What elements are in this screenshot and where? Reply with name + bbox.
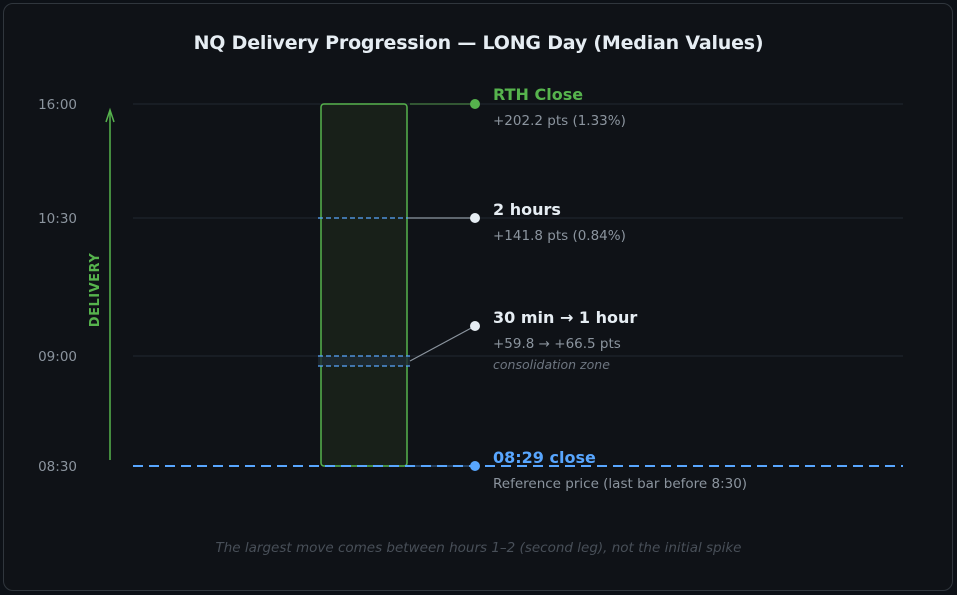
rth-close-sub: +202.2 pts (1.33%) <box>493 113 626 129</box>
delivery-arrow-icon <box>105 107 115 460</box>
y-tick-0900: 09:00 <box>38 349 77 365</box>
chart-title: NQ Delivery Progression — LONG Day (Medi… <box>193 32 764 54</box>
delivery-axis-label: DELIVERY <box>88 253 103 328</box>
consolidation-note: consolidation zone <box>493 357 610 372</box>
y-tick-0830: 08:30 <box>38 459 77 475</box>
thirty-min-connector <box>409 325 476 362</box>
gridlines <box>133 103 903 357</box>
thirty-min-sub: +59.8 → +66.5 pts <box>493 336 621 352</box>
two-hours-sub: +141.8 pts (0.84%) <box>493 228 626 244</box>
y-tick-1600: 16:00 <box>38 97 77 113</box>
thirty-min-marker <box>470 321 480 331</box>
rth-close-marker <box>470 99 480 109</box>
rth-close-title: RTH Close <box>493 85 583 104</box>
reference-marker <box>470 461 480 471</box>
thirty-min-title: 30 min → 1 hour <box>493 308 637 327</box>
reference-sub: Reference price (last bar before 8:30) <box>493 476 747 492</box>
two-hours-title: 2 hours <box>493 200 561 219</box>
consolidation-band <box>318 356 410 366</box>
y-tick-1030: 10:30 <box>38 211 77 227</box>
delivery-bar <box>320 103 408 467</box>
footer-note: The largest move comes between hours 1–2… <box>215 540 742 556</box>
reference-title: 08:29 close <box>493 448 596 467</box>
two-hour-marker <box>470 213 480 223</box>
